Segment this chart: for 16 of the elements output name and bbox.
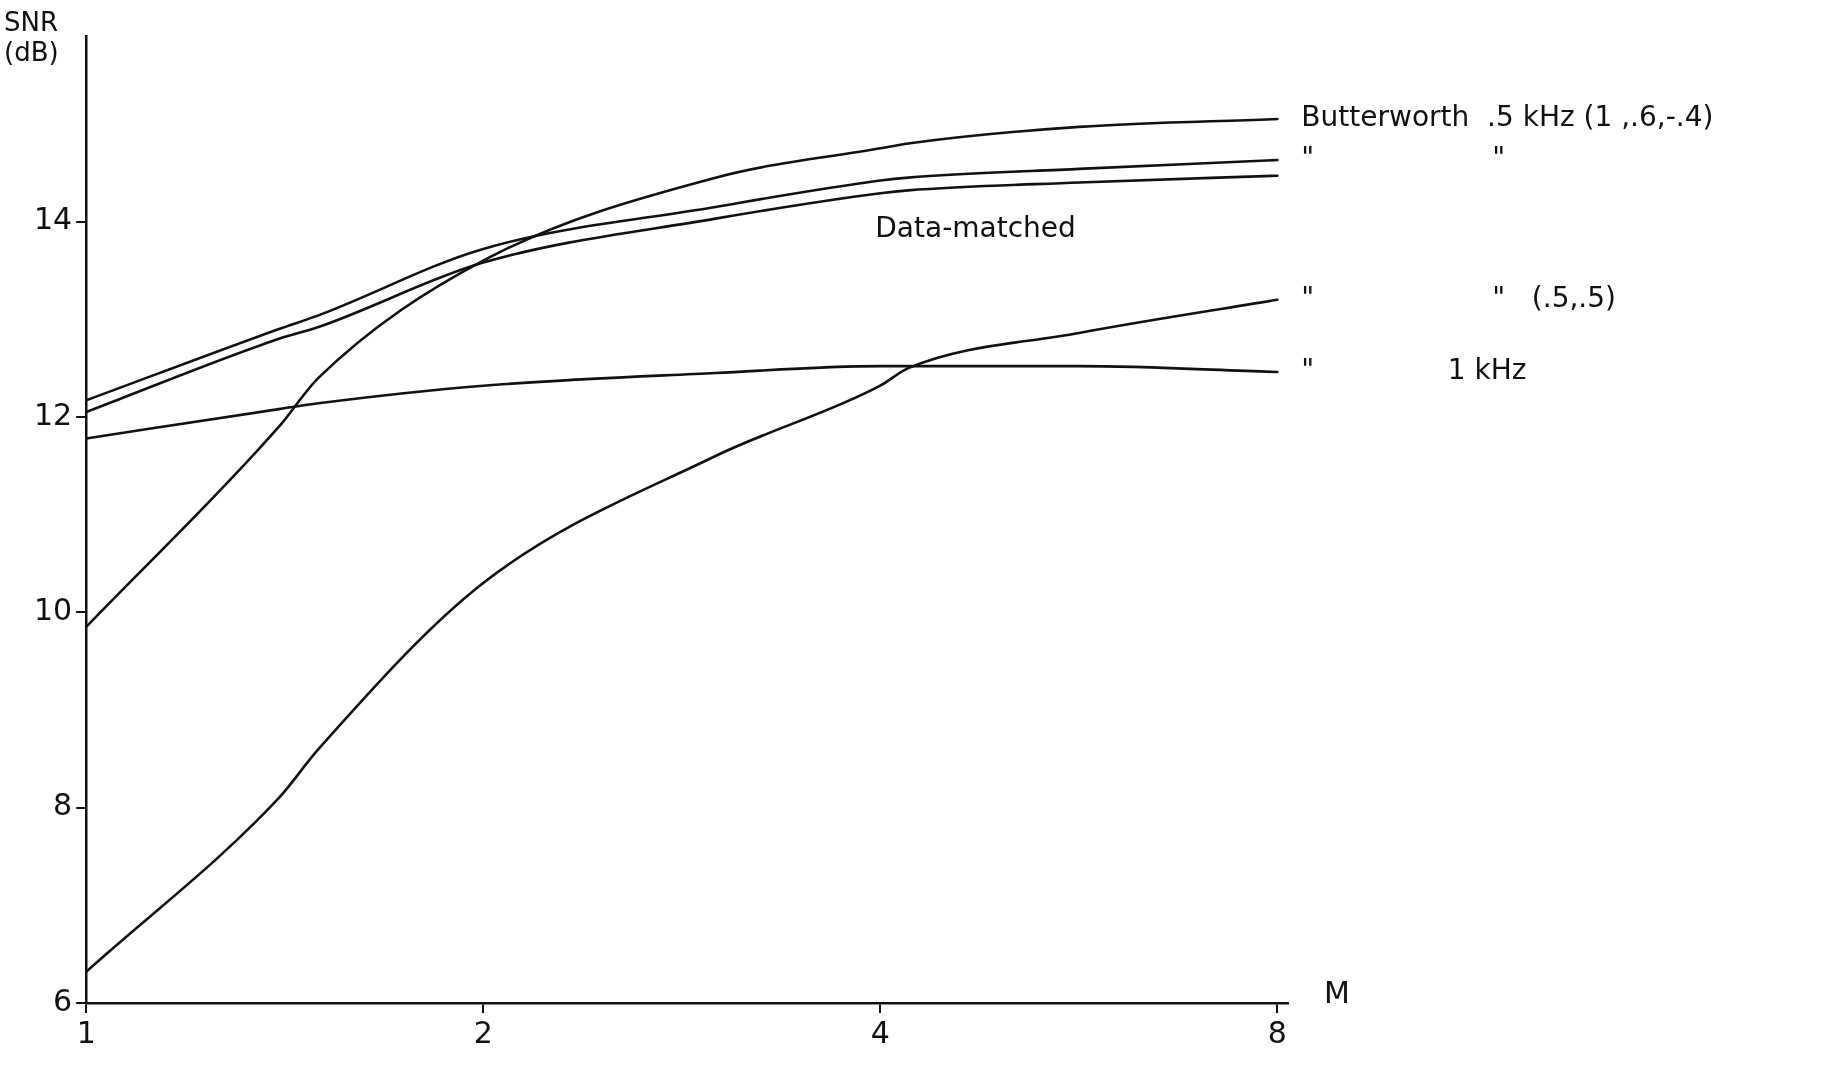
x-tick-label: 4 [870, 1014, 890, 1050]
series-label: " " [1301, 141, 1506, 175]
y-tick-label: 12 [33, 396, 73, 432]
series-label: Butterworth .5 kHz (1 ,.6,-.4) [1301, 100, 1714, 134]
y-tick-label: 14 [33, 201, 73, 237]
series-label: " " (.5,.5) [1301, 281, 1617, 315]
x-tick-label: 8 [1267, 1014, 1287, 1050]
y-tick-label: 6 [53, 982, 73, 1018]
series-label: " 1 kHz [1301, 353, 1527, 387]
x-tick-label: 2 [473, 1014, 493, 1050]
y-tick-label: 8 [53, 787, 73, 823]
y-axis-title: SNR (dB) [4, 6, 59, 67]
y-tick-label: 10 [33, 592, 73, 628]
annotation: Data-matched [875, 210, 1076, 244]
x-axis-title: M [1324, 974, 1350, 1010]
x-tick-label: 1 [76, 1014, 96, 1050]
